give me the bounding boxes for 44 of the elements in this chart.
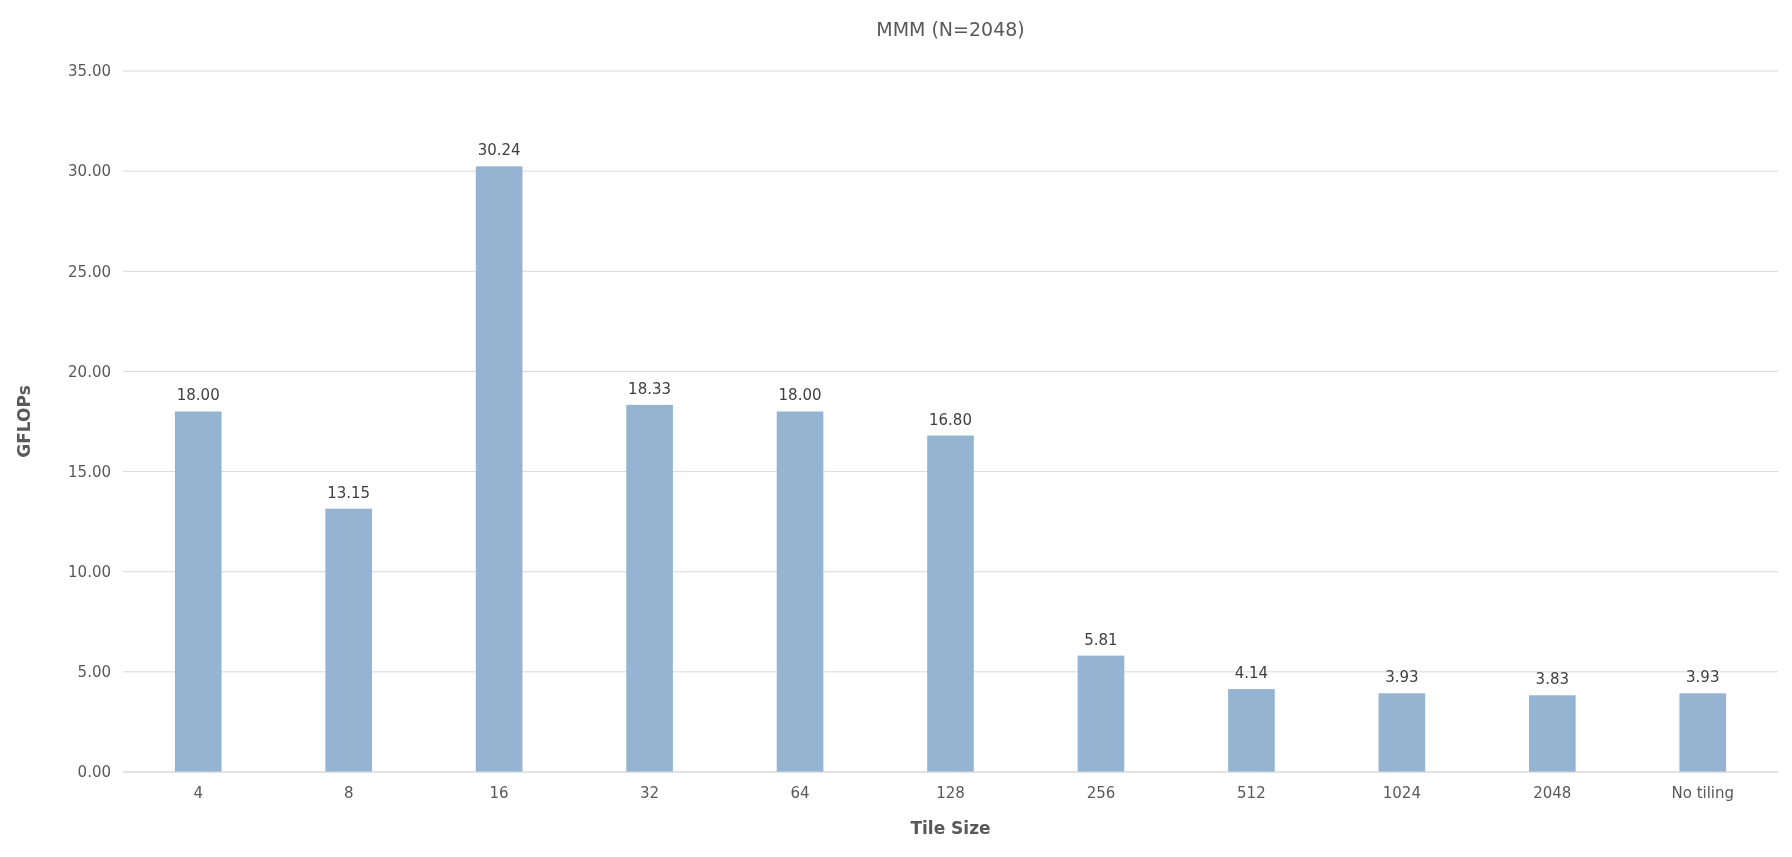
bar: [1228, 689, 1275, 772]
chart-title: MMM (N=2048): [876, 18, 1025, 40]
bar: [776, 411, 824, 772]
bar: [1529, 695, 1576, 772]
y-tick-label: 30.00: [68, 162, 111, 181]
y-tick-label: 0.00: [77, 763, 111, 782]
bar: [325, 508, 372, 772]
x-tick-label: 4: [193, 784, 203, 802]
data-label: 18.33: [628, 379, 672, 398]
x-tick-label: 256: [1086, 784, 1116, 802]
y-tick-label: 10.00: [68, 562, 111, 581]
y-axis-title: GFLOPs: [14, 385, 34, 458]
bar: [475, 166, 523, 772]
data-label: 3.93: [1686, 668, 1720, 687]
x-tick-label: 8: [343, 784, 354, 802]
data-label: 3.93: [1385, 668, 1419, 687]
y-tick-label: 5.00: [77, 663, 111, 682]
data-label: 3.83: [1535, 670, 1570, 689]
bar: [626, 404, 673, 772]
bar: [1378, 693, 1426, 772]
x-tick-label: 16: [489, 784, 509, 802]
x-tick-label: 32: [640, 784, 660, 802]
data-label: 13.15: [327, 483, 371, 502]
y-tick-label: 20.00: [68, 362, 111, 381]
bar: [1679, 693, 1727, 772]
bar: [174, 411, 222, 772]
x-tick-label: 64: [790, 784, 810, 802]
data-label: 5.81: [1084, 630, 1118, 649]
x-tick-label: No tiling: [1671, 784, 1735, 802]
x-tick-label: 1024: [1382, 784, 1421, 802]
x-axis-title: Tile Size: [910, 818, 991, 838]
bar: [1077, 655, 1125, 772]
y-tick-label: 15.00: [68, 462, 111, 481]
x-tick-label: 2048: [1533, 784, 1572, 802]
x-tick-label: 512: [1237, 784, 1266, 802]
data-label: 4.14: [1234, 664, 1269, 683]
bar: [927, 435, 974, 772]
x-tick-label: 128: [936, 784, 965, 802]
y-tick-label: 25.00: [68, 262, 111, 281]
data-label: 18.00: [176, 386, 220, 405]
data-label: 16.80: [929, 410, 972, 429]
y-tick-label: 35.00: [68, 62, 111, 81]
data-label: 18.00: [778, 386, 822, 405]
data-label: 30.24: [477, 141, 521, 160]
